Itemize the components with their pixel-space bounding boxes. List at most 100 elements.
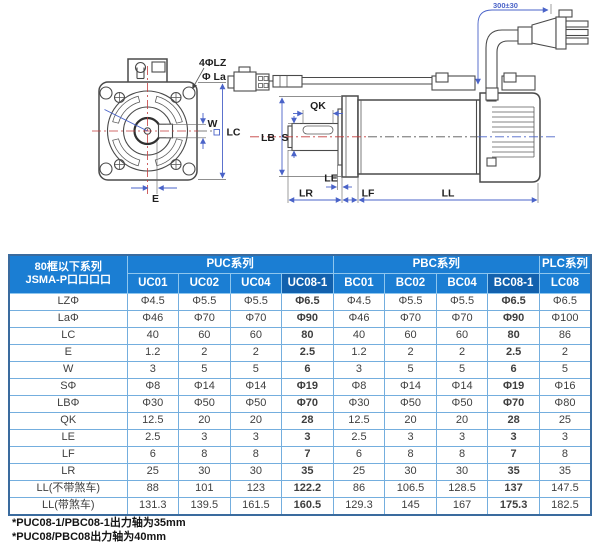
value-cell: Φ8 [126,377,180,396]
label-w: W [208,118,218,130]
value-cell: 2.5 [487,343,540,362]
table-row: LE 2.5 3 3 3 2.5 3 3 3 3 [8,428,592,447]
power-connector [485,9,589,88]
value-cell: 28 [281,411,334,430]
label-s: S [281,132,288,144]
table-row: E 1.2 2 2 2.5 1.2 2 2 2.5 2 [8,343,592,362]
value-cell: 25 [538,411,592,430]
value-cell: Φ80 [538,394,592,413]
flange-slots [112,95,183,167]
value-cell: 106.5 [384,479,437,498]
value-cell: Φ70 [384,309,437,328]
row-label: LBΦ [8,394,128,413]
label-lf: LF [362,188,375,200]
value-cell: 60 [178,326,231,345]
value-cell: 147.5 [538,479,592,498]
value-cell: Φ50 [384,394,437,413]
value-cell: Φ46 [126,309,180,328]
table-row: LR 25 30 30 35 25 30 30 35 35 [8,462,592,481]
value-cell: Φ8 [332,377,386,396]
footnote-1: *PUC08-1/PBC08-1出力轴为35mm [12,517,186,529]
value-cell: Φ6.5 [538,292,592,311]
group-header: PUC系列 [126,254,334,274]
value-cell: 3 [229,428,283,447]
value-cell: 30 [229,462,283,481]
value-cell: 5 [384,360,437,379]
column-header: UC08-1 [281,272,334,294]
value-cell: Φ90 [281,309,334,328]
column-header: BC02 [384,272,437,294]
value-cell: 5 [229,360,283,379]
value-cell: 5 [178,360,231,379]
value-cell: 60 [384,326,437,345]
value-cell: 20 [178,411,231,430]
value-cell: 131.3 [126,496,180,515]
value-cell: Φ46 [332,309,386,328]
value-cell: 167 [435,496,489,515]
label-qk: QK [310,100,326,112]
table-row: SΦ Φ8 Φ14 Φ14 Φ19 Φ8 Φ14 Φ14 Φ19 Φ16 [8,377,592,396]
value-cell: 30 [384,462,437,481]
value-cell: 8 [435,445,489,464]
value-cell: 5 [538,360,592,379]
value-cell: 7 [487,445,540,464]
value-cell: Φ30 [126,394,180,413]
value-cell: 40 [332,326,386,345]
value-cell: 160.5 [281,496,334,515]
value-cell: Φ14 [435,377,489,396]
group-header: PBC系列 [332,254,540,274]
value-cell: 139.5 [178,496,231,515]
value-cell: 35 [487,462,540,481]
value-cell: 80 [487,326,540,345]
value-cell: 182.5 [538,496,592,515]
value-cell: 35 [281,462,334,481]
value-cell: 6 [332,445,386,464]
value-cell: 86 [538,326,592,345]
value-cell: 30 [435,462,489,481]
row-label: QK [8,411,128,430]
label-e: E [152,193,159,205]
label-le: LE [324,173,337,185]
value-cell: 1.2 [126,343,180,362]
value-cell: 20 [229,411,283,430]
value-cell: Φ5.5 [384,292,437,311]
value-cell: 88 [126,479,180,498]
row-label: LL(不带煞车) [8,479,128,498]
value-cell: Φ19 [281,377,334,396]
row-label: SΦ [8,377,128,396]
row-label: LZΦ [8,292,128,311]
value-cell: 2.5 [332,428,386,447]
value-cell: Φ70 [435,309,489,328]
value-cell: 8 [384,445,437,464]
value-cell: Φ5.5 [435,292,489,311]
dimension-drawing: 4ΦLZ Φ La W LC E [92,1,589,205]
value-cell: Φ100 [538,309,592,328]
value-cell: 80 [281,326,334,345]
corner-line1: 80框以下系列 [34,260,102,273]
value-cell: 25 [332,462,386,481]
value-cell: Φ4.5 [126,292,180,311]
value-cell: Φ70 [229,309,283,328]
value-cell: 2.5 [126,428,180,447]
value-cell: Φ5.5 [178,292,231,311]
value-cell: 60 [435,326,489,345]
value-cell: 1.2 [332,343,386,362]
footnote-2: *PUC08/PBC08出力轴为40mm [12,531,167,543]
value-cell: 128.5 [435,479,489,498]
value-cell: Φ50 [178,394,231,413]
corner-header: 80框以下系列 JSMA-P口口口口 [8,254,128,294]
encoder-connector [227,66,432,92]
value-cell: 30 [178,462,231,481]
value-cell: 161.5 [229,496,283,515]
value-cell: 2 [538,343,592,362]
value-cell: 2 [435,343,489,362]
value-cell: 145 [384,496,437,515]
value-cell: 3 [332,360,386,379]
value-cell: 25 [126,462,180,481]
column-header: UC01 [126,272,180,294]
value-cell: Φ70 [281,394,334,413]
table-row: LaΦ Φ46 Φ70 Φ70 Φ90 Φ46 Φ70 Φ70 Φ90 Φ100 [8,309,592,328]
value-cell: Φ70 [487,394,540,413]
label-lz: 4ΦLZ [199,57,227,69]
value-cell: Φ14 [229,377,283,396]
